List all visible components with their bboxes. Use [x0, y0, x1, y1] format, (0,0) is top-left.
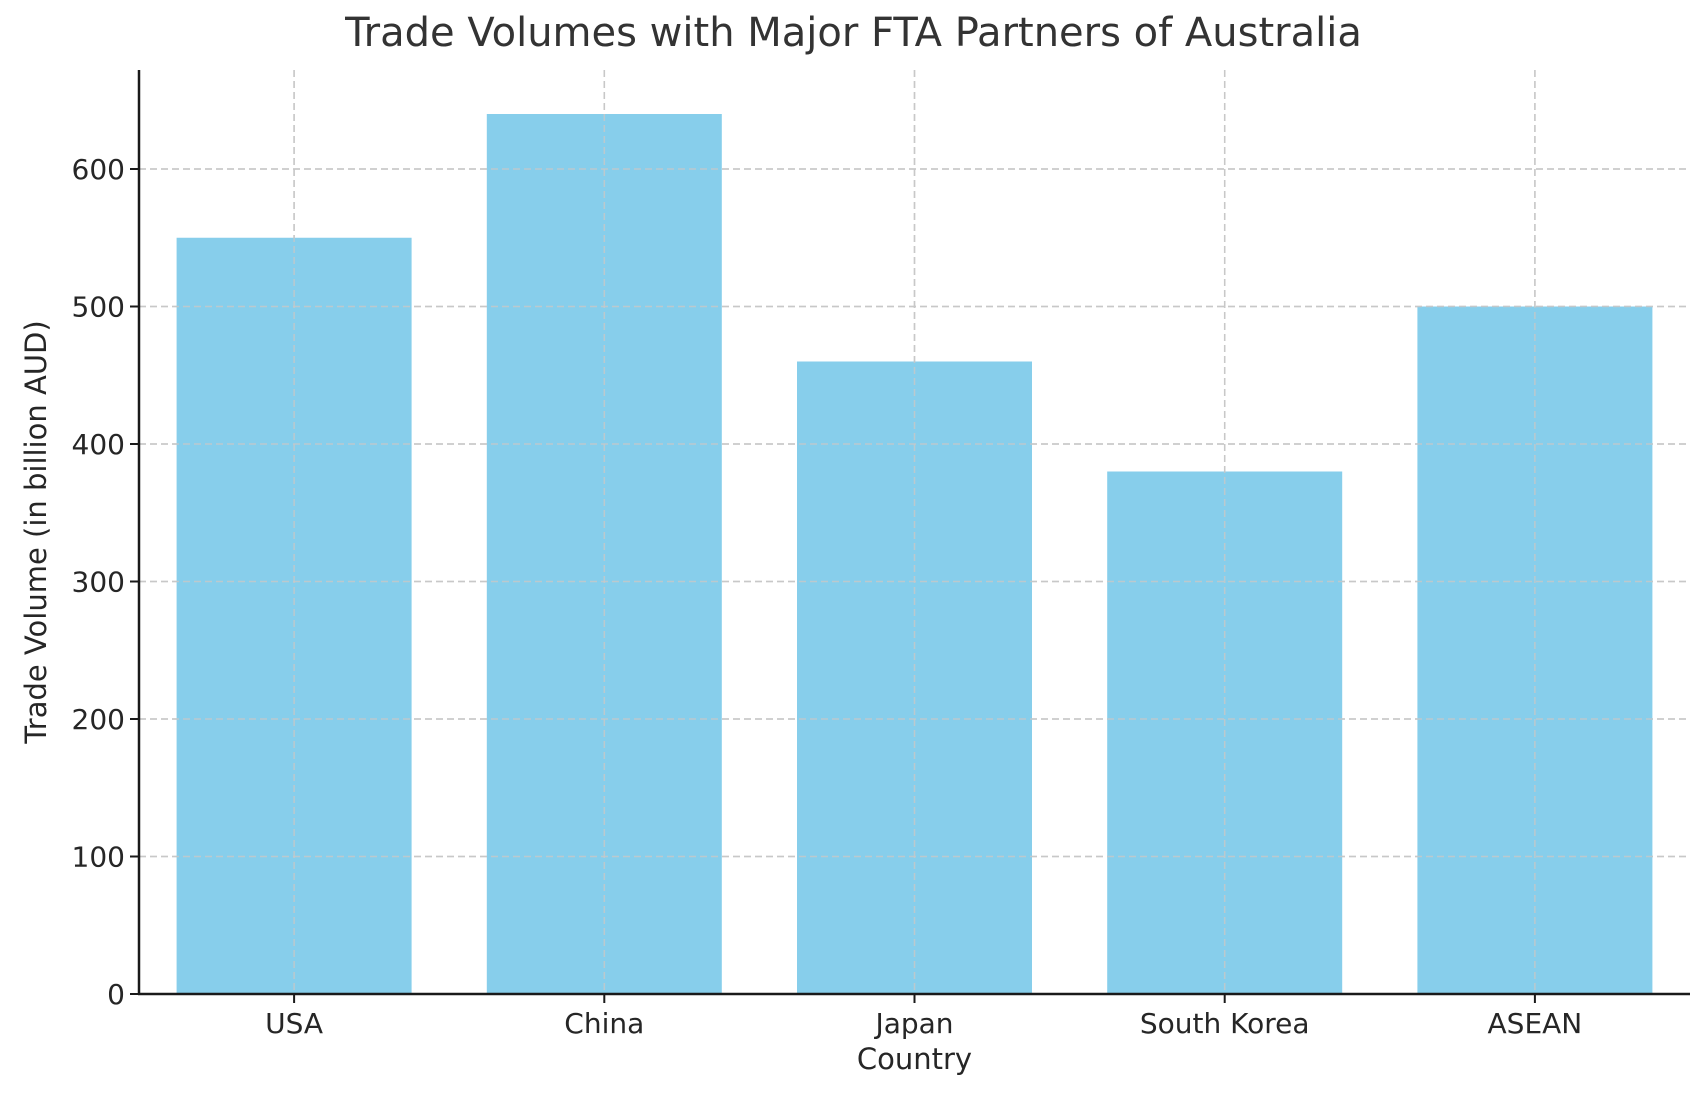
- x-tick-label: Japan: [873, 1007, 953, 1040]
- y-tick-label: 300: [72, 566, 125, 599]
- y-axis-label: Trade Volume (in billion AUD): [19, 320, 53, 744]
- x-tick-label: China: [564, 1007, 644, 1040]
- chart-title: Trade Volumes with Major FTA Partners of…: [345, 10, 1362, 56]
- y-tick-label: 200: [72, 703, 125, 736]
- y-tick-label: 100: [72, 841, 125, 874]
- y-tick-label: 0: [107, 978, 125, 1011]
- x-axis-label: Country: [856, 1042, 973, 1076]
- y-tick-label: 500: [72, 291, 125, 324]
- x-tick-label: USA: [265, 1007, 323, 1040]
- y-tick-label: 600: [72, 153, 125, 186]
- x-tick-label: ASEAN: [1488, 1007, 1583, 1040]
- x-tick-label: South Korea: [1140, 1007, 1310, 1040]
- y-tick-label: 400: [72, 428, 125, 461]
